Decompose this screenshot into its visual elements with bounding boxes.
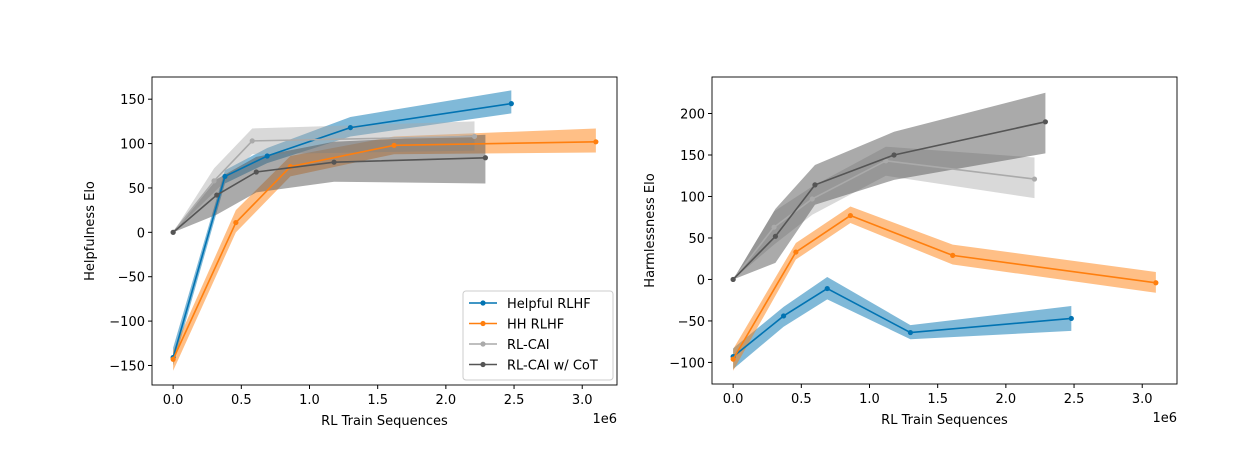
data-point [730,356,736,362]
legend-frame [462,290,614,381]
y-tick-label: 150 [120,93,145,108]
confidence-band [733,146,1035,280]
legend: Helpful RLHF HH RLHF RL-CAI RL-CAI w/ CoT [462,290,614,381]
legend-marker [480,361,486,368]
data-point [1153,280,1159,286]
data-point [771,224,777,230]
legend-label: HH RLHF [507,318,564,333]
legend-label: RL-CAI [507,338,550,353]
data-point [170,356,176,362]
confidence-band [733,276,1072,370]
confidence-band [173,134,486,233]
data-point [730,276,736,283]
y-axis-label: Harmlessness Elo [643,173,658,287]
data-point [211,178,217,184]
y-tick-label: −100 [669,356,705,371]
confidence-band [173,128,596,371]
x-tick-label: 2.5 [1064,392,1085,407]
data-point [508,101,514,107]
data-point [264,153,270,159]
subplot-helpfulness: 0.0 0.5 1.0 1.5 2.0 2.5 3.0 −150 −100 −50 0 50 100 15… [83,76,618,429]
data-point [883,158,889,164]
x-tick-label: 2.5 [504,393,525,408]
x-tick-label: 1.5 [927,392,948,407]
legend-marker [480,300,486,306]
data-point [347,124,354,131]
y-tick-label: 150 [680,149,705,164]
x-tick-label: 1.0 [859,392,880,407]
x-tick-label: 0.5 [791,392,812,407]
x-axis-label: RL Train Sequences [881,413,1008,428]
data-point [780,313,787,319]
y-tick-label: −150 [109,359,145,374]
data-point [331,159,337,165]
y-tick-label: 0 [697,273,705,288]
data-point [214,192,220,198]
x-tick-label: 3.0 [572,393,593,408]
y-tick-label: −100 [109,315,145,330]
series-line [172,135,475,233]
data-point [482,155,489,161]
data-point [593,139,599,145]
y-axis-label: Helpfulness Elo [83,181,98,281]
subplot-harmlessness: 0.0 0.5 1.0 1.5 2.0 2.5 3.0 −100 −50 0 50 100 150 200… [643,76,1178,428]
data-point [391,142,397,148]
data-point [891,152,897,158]
y-tick-label: 100 [120,138,145,153]
data-point [809,196,815,202]
x-tick-label: 0.0 [163,393,184,408]
legend-marker [480,341,486,347]
x-tick-label: 0.5 [231,393,252,408]
y-tick-label: 50 [128,182,145,197]
series-line [732,214,1156,360]
data-point [793,249,799,255]
data-point [847,212,854,219]
axes-frame [711,76,1178,385]
y-tick-label: −50 [678,315,705,330]
data-point [233,219,239,226]
y-tick-label: −50 [118,271,145,286]
data-point [471,133,478,140]
x-tick-label: 3.0 [1132,392,1153,407]
data-point [253,169,259,175]
axes-frame [151,76,618,386]
data-point [170,229,176,235]
legend-label: Helpful RLHF [507,297,591,312]
data-point [1031,176,1038,182]
x-tick-label: 1.0 [299,393,320,408]
data-point [222,173,228,180]
data-point [1068,315,1074,322]
data-point [950,252,956,258]
x-scale-label: 1e6 [592,412,617,427]
x-axis-label: RL Train Sequences [321,414,448,429]
data-point [772,233,779,239]
legend-marker [480,320,486,327]
data-point [812,182,818,188]
x-tick-label: 2.0 [436,393,457,408]
y-tick-label: 100 [680,190,705,205]
x-scale-label: 1e6 [1152,411,1177,426]
y-tick-label: 200 [680,108,705,123]
x-tick-label: 2.0 [996,392,1017,407]
legend-label: RL-CAI w/ CoT [507,359,598,374]
data-point [907,329,914,336]
data-point [824,285,830,292]
data-point [249,138,255,144]
y-tick-label: 0 [137,226,145,241]
y-tick-label: 50 [688,232,705,247]
x-tick-label: 1.5 [367,393,388,408]
x-tick-label: 0.0 [723,392,744,407]
data-point [1042,119,1049,125]
